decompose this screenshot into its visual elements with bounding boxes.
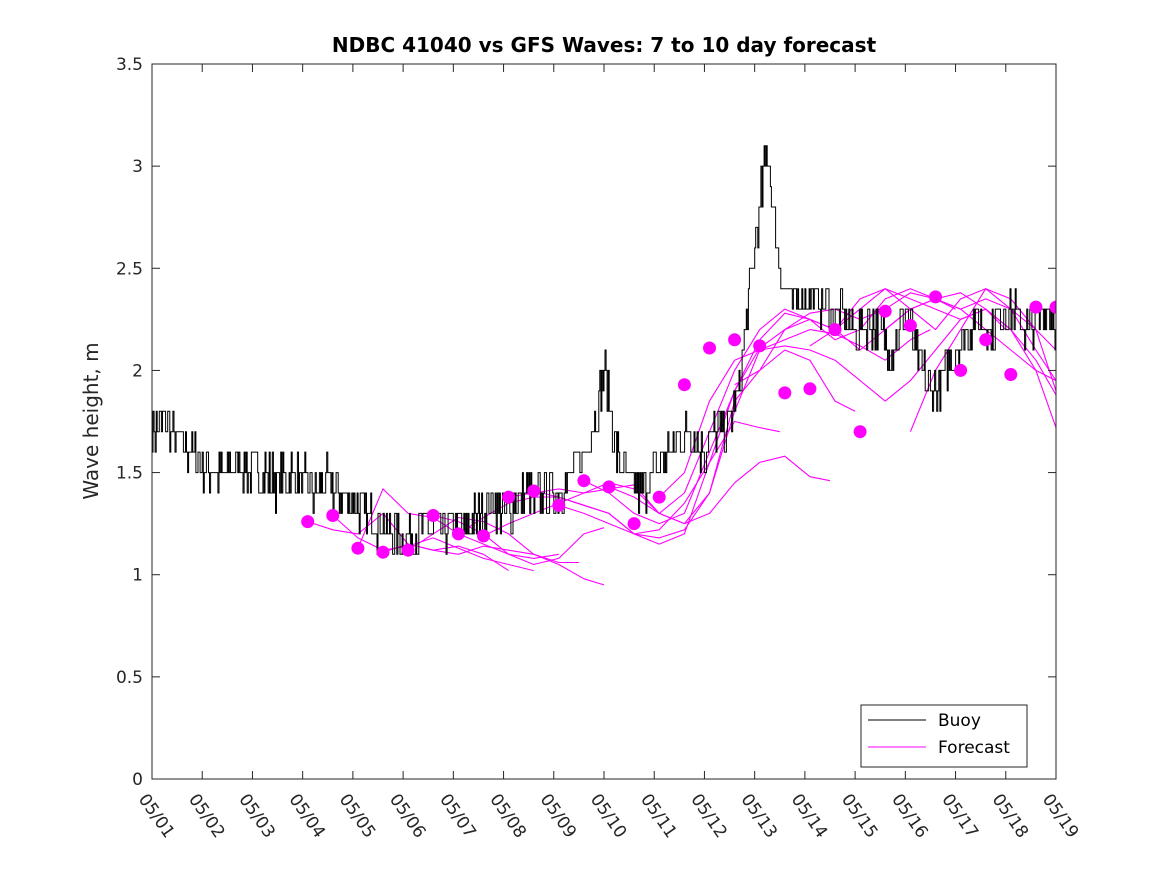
forecast-series-line bbox=[608, 288, 1056, 514]
y-tick-label: 3 bbox=[132, 157, 143, 177]
forecast-marker bbox=[929, 290, 942, 304]
forecast-marker bbox=[853, 425, 867, 439]
x-tick-label: 05/12 bbox=[686, 790, 730, 842]
forecast-marker bbox=[451, 527, 465, 541]
forecast-markers bbox=[301, 290, 1056, 559]
forecast-lines bbox=[307, 288, 1056, 586]
forecast-marker bbox=[828, 323, 842, 337]
x-tick-label: 05/01 bbox=[134, 790, 178, 842]
forecast-marker bbox=[376, 545, 390, 559]
y-tick-label: 1 bbox=[132, 566, 143, 586]
x-tick-label: 05/17 bbox=[937, 790, 981, 842]
forecast-marker bbox=[301, 515, 315, 529]
forecast-marker bbox=[954, 363, 968, 377]
x-tick-label: 05/14 bbox=[787, 790, 831, 842]
forecast-series-line bbox=[658, 308, 1056, 498]
y-tick-label: 2 bbox=[132, 361, 143, 381]
y-tick-label: 0.5 bbox=[116, 668, 143, 688]
forecast-series-line bbox=[332, 515, 534, 572]
forecast-marker bbox=[1004, 368, 1018, 381]
plot-area-frame bbox=[151, 63, 1057, 780]
forecast-marker bbox=[527, 484, 541, 498]
forecast-marker bbox=[753, 339, 767, 353]
legend-forecast-label: Forecast bbox=[938, 738, 1010, 758]
y-tick-label: 2.5 bbox=[116, 259, 143, 279]
forecast-marker bbox=[627, 517, 641, 531]
forecast-marker bbox=[903, 319, 917, 332]
x-tick-label: 05/06 bbox=[385, 790, 429, 842]
x-tick-label: 05/16 bbox=[887, 790, 931, 842]
forecast-marker bbox=[577, 474, 591, 488]
legend-buoy-label: Buoy bbox=[938, 711, 981, 731]
forecast-marker bbox=[1049, 300, 1056, 314]
x-tick-label: 05/10 bbox=[586, 790, 630, 842]
chart-title: NDBC 41040 vs GFS Waves: 7 to 10 day for… bbox=[332, 33, 877, 57]
forecast-marker bbox=[351, 541, 365, 555]
forecast-series-line bbox=[734, 292, 1056, 386]
x-tick-label: 05/15 bbox=[837, 790, 881, 842]
forecast-series-line bbox=[407, 516, 605, 586]
forecast-marker bbox=[326, 509, 340, 522]
forecast-marker bbox=[703, 341, 716, 355]
x-tick-label: 05/03 bbox=[234, 790, 278, 842]
forecast-series-line bbox=[884, 292, 1056, 428]
forecast-marker bbox=[401, 543, 415, 557]
x-tick-label: 05/04 bbox=[285, 790, 329, 842]
x-tick-label: 05/08 bbox=[485, 790, 529, 842]
forecast-marker bbox=[426, 509, 440, 522]
forecast-marker bbox=[979, 333, 993, 347]
x-tick-label: 05/13 bbox=[737, 790, 781, 842]
forecast-marker bbox=[502, 490, 516, 504]
forecast-marker bbox=[878, 304, 892, 318]
y-axis-label: Wave height, m bbox=[79, 342, 103, 499]
y-axis: 0 0.5 1 1.5 2 2.5 3 3.5 bbox=[116, 55, 1056, 790]
forecast-marker bbox=[602, 480, 616, 494]
forecast-marker bbox=[652, 490, 666, 504]
x-tick-label: 05/07 bbox=[435, 790, 479, 842]
forecast-marker bbox=[803, 382, 817, 396]
x-tick-label: 05/18 bbox=[988, 790, 1032, 842]
forecast-series-line bbox=[433, 514, 605, 566]
x-tick-label: 05/02 bbox=[184, 790, 228, 842]
y-tick-label: 3.5 bbox=[116, 55, 143, 75]
forecast-marker bbox=[477, 529, 490, 543]
x-tick-label: 05/11 bbox=[636, 790, 680, 842]
forecast-marker bbox=[552, 498, 566, 512]
legend: Buoy Forecast bbox=[860, 704, 1028, 768]
buoy-line bbox=[152, 145, 1056, 555]
x-tick-label: 05/09 bbox=[536, 790, 580, 842]
x-tick-label: 05/05 bbox=[335, 790, 379, 842]
forecast-marker bbox=[1029, 300, 1043, 314]
forecast-marker bbox=[778, 386, 792, 400]
forecast-series-line bbox=[533, 329, 931, 539]
forecast-series-line bbox=[583, 288, 1007, 525]
forecast-marker bbox=[728, 333, 742, 347]
forecast-marker bbox=[677, 378, 691, 392]
legend-box bbox=[860, 704, 1028, 768]
buoy-series-line bbox=[152, 145, 1056, 555]
y-tick-label: 1.5 bbox=[116, 464, 143, 484]
x-tick-label: 05/19 bbox=[1038, 790, 1082, 842]
y-tick-label: 0 bbox=[132, 770, 143, 790]
